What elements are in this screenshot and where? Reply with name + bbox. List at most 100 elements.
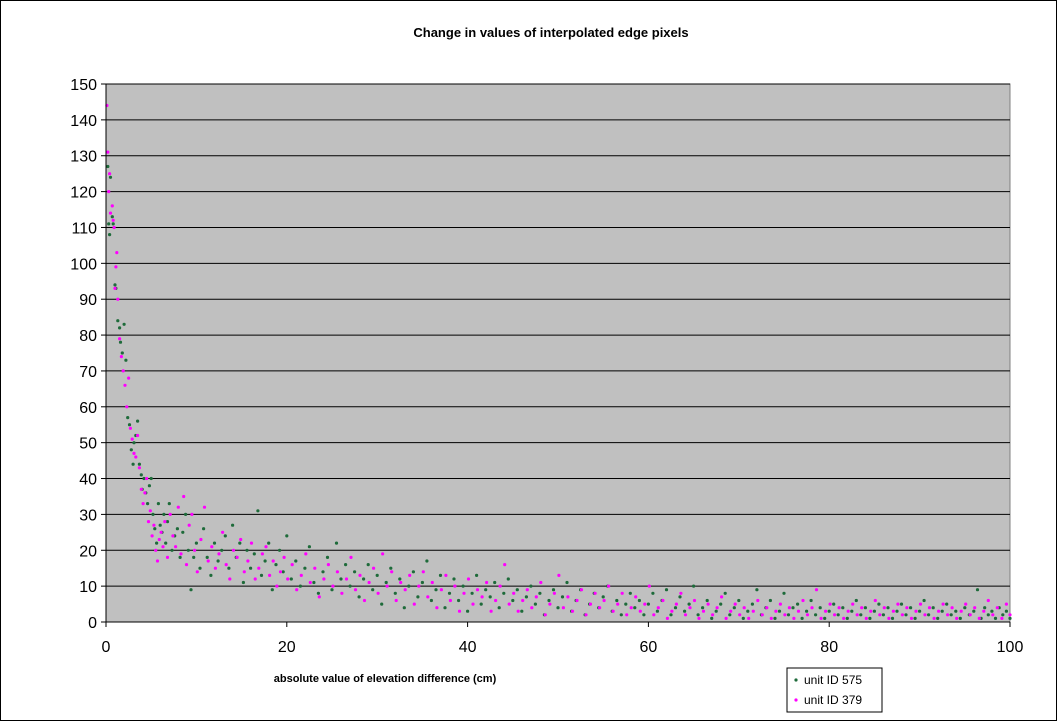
data-point: [132, 441, 136, 445]
data-point: [493, 580, 497, 585]
data-point: [184, 512, 188, 517]
data-point: [891, 609, 896, 613]
data-point: [765, 606, 769, 610]
data-point: [479, 602, 483, 606]
data-point: [246, 559, 250, 563]
x-tick-label: 100: [997, 639, 1024, 656]
data-point: [264, 545, 268, 549]
data-point: [696, 613, 700, 617]
data-point: [147, 484, 151, 488]
data-point: [253, 577, 257, 581]
data-point: [307, 545, 311, 549]
data-point: [152, 523, 156, 527]
data-point: [154, 548, 158, 552]
data-point: [899, 602, 904, 606]
data-point: [480, 595, 484, 599]
data-point: [209, 573, 213, 578]
data-point: [220, 548, 224, 552]
data-point: [421, 570, 425, 574]
data-point: [983, 606, 987, 610]
data-point: [975, 588, 980, 592]
data-point: [864, 616, 868, 621]
data-point: [457, 598, 461, 603]
data-point: [108, 172, 112, 176]
data-point: [150, 534, 154, 538]
data-point: [111, 218, 115, 222]
data-point: [452, 577, 456, 581]
data-point: [769, 616, 773, 621]
data-point: [221, 530, 225, 534]
data-point: [116, 319, 120, 323]
data-point: [909, 606, 913, 610]
data-point: [809, 598, 813, 603]
data-point: [489, 609, 493, 613]
data-point: [130, 437, 134, 441]
data-point: [905, 606, 909, 610]
data-point: [628, 591, 632, 595]
data-point: [353, 588, 358, 592]
data-point: [434, 588, 438, 592]
data-point: [845, 616, 849, 621]
data-point: [235, 555, 239, 560]
y-tick-label: 120: [70, 185, 97, 202]
data-point: [909, 616, 914, 621]
x-tick-label: 20: [278, 639, 296, 656]
data-point: [750, 602, 755, 606]
data-point: [129, 448, 133, 452]
data-point: [372, 566, 376, 570]
data-point: [950, 606, 954, 610]
gridlines: [106, 83, 1010, 587]
data-point: [638, 609, 642, 613]
data-point: [303, 566, 307, 570]
data-point: [165, 520, 170, 524]
data-point: [190, 512, 194, 517]
data-point: [142, 476, 146, 481]
data-point: [579, 588, 584, 592]
data-point: [145, 476, 149, 481]
data-point: [198, 566, 202, 570]
data-point: [539, 580, 543, 585]
data-point: [679, 591, 683, 595]
data-point: [738, 613, 742, 617]
data-point: [647, 584, 651, 588]
y-tick-labels: 0 10 20 30 40 50 60 70 80 90 100 110 120 130 140 150: [70, 77, 97, 632]
data-point: [330, 588, 334, 592]
y-tick-label: 20: [79, 543, 97, 560]
data-point: [778, 602, 783, 606]
data-point: [720, 595, 724, 599]
data-point: [715, 606, 719, 610]
data-point: [661, 598, 665, 603]
data-point: [607, 584, 611, 588]
data-point: [403, 588, 407, 592]
data-point: [791, 606, 795, 610]
data-point: [108, 175, 113, 179]
data-point: [494, 598, 498, 603]
data-point: [170, 548, 174, 552]
x-tick-label: 40: [459, 639, 477, 656]
data-point: [192, 555, 196, 560]
data-point: [868, 616, 872, 621]
data-point: [959, 609, 963, 613]
legend-label-unit-379: unit ID 379: [804, 693, 862, 707]
data-point: [958, 616, 962, 621]
data-point: [706, 602, 710, 606]
data-point: [506, 577, 510, 581]
data-point: [805, 613, 810, 617]
data-point: [194, 541, 198, 545]
data-point: [616, 602, 620, 606]
data-point: [325, 555, 330, 560]
data-point: [615, 598, 619, 603]
legend-marker-unit-575: [794, 678, 798, 682]
data-point: [543, 613, 547, 617]
data-point: [121, 369, 125, 373]
data-point: [1008, 616, 1012, 621]
data-point: [189, 588, 193, 592]
data-point: [114, 265, 118, 269]
data-point: [601, 595, 605, 599]
data-point: [642, 613, 646, 617]
data-point: [425, 559, 429, 563]
y-tick-label: 60: [79, 400, 97, 417]
data-point: [316, 591, 320, 595]
data-point: [174, 545, 178, 549]
data-point: [665, 616, 670, 621]
